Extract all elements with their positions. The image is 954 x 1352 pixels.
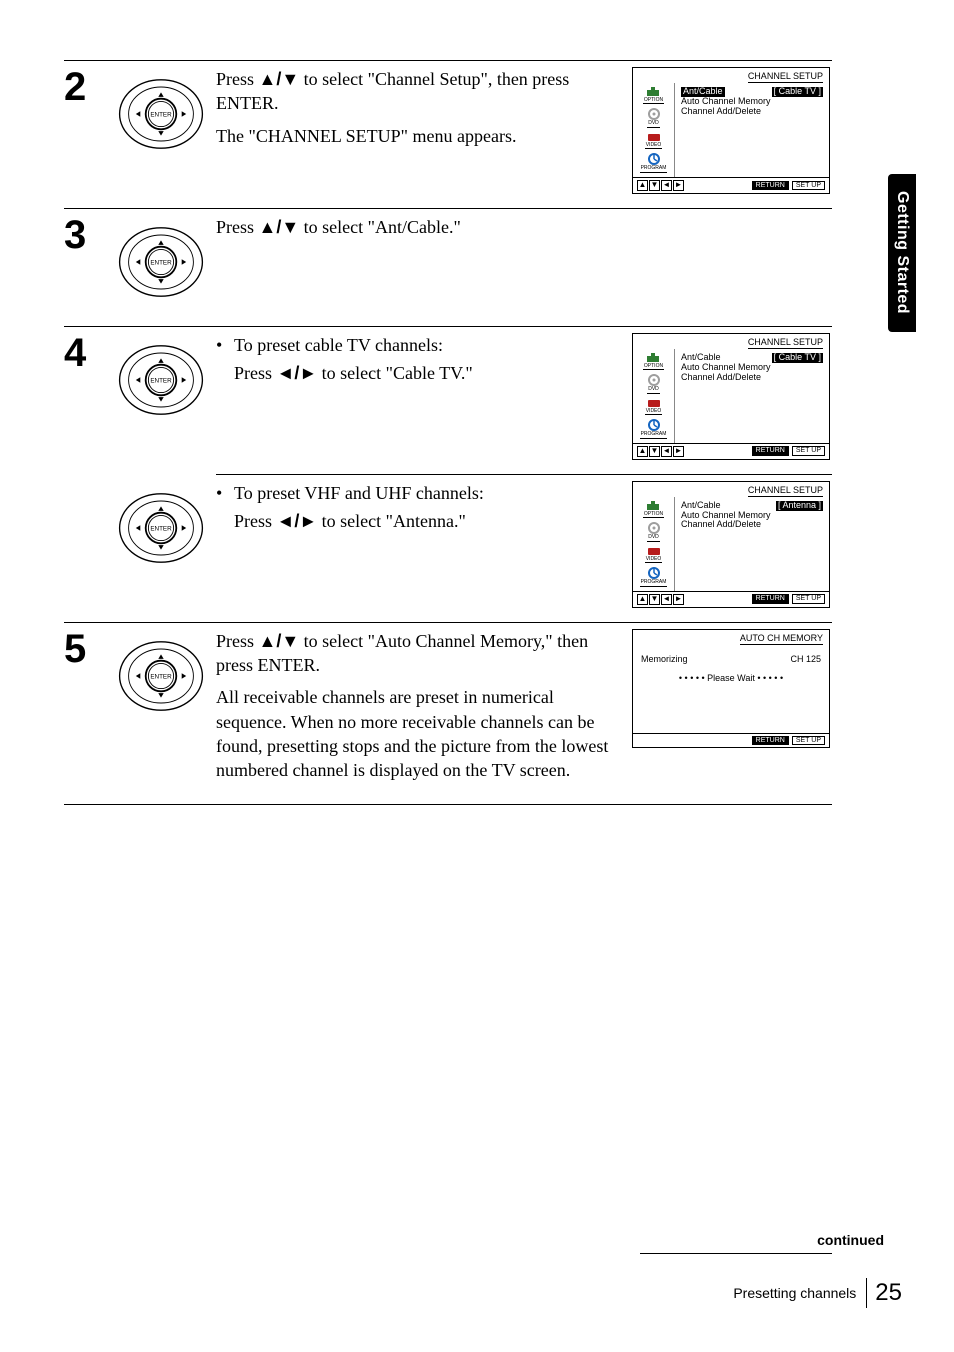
enter-button-icon: ENTER — [116, 335, 206, 425]
svg-text:ENTER: ENTER — [150, 260, 172, 267]
up-down-arrows: ▲/▼ — [259, 631, 300, 651]
remote-illustration: ENTER — [116, 333, 216, 430]
osd-sidebar-icons: OPTION DVD VIDEO PROGRAM — [633, 83, 675, 177]
arrow-keys-icon: ▲▼◄► — [637, 180, 684, 191]
osd-channel-setup-antenna: CHANNEL SETUP OPTION DVD VIDEO PROGRAM A… — [632, 481, 830, 608]
step-number: 2 — [64, 67, 116, 107]
divider — [64, 804, 832, 805]
continued-rule — [640, 1253, 832, 1254]
step-number: 3 — [64, 215, 116, 255]
svg-text:ENTER: ENTER — [150, 673, 172, 680]
up-down-arrows: ▲/▼ — [259, 217, 300, 237]
video-icon — [647, 132, 661, 142]
page-number: 25 — [875, 1279, 902, 1307]
page-content: 2 ENTER Press ▲/▼ to select "Channel Set… — [64, 60, 832, 805]
step-2: 2 ENTER Press ▲/▼ to select "Channel Set… — [64, 61, 832, 208]
up-down-arrows: ▲/▼ — [259, 69, 300, 89]
step-text: Press ▲/▼ to select "Auto Channel Memory… — [216, 629, 632, 791]
side-tab-getting-started: Getting Started — [888, 174, 916, 332]
remote-illustration: ENTER — [116, 67, 216, 164]
step-text: •To preset cable TV channels: Press ◄/► … — [216, 333, 632, 386]
dvd-icon — [647, 108, 661, 120]
svg-text:ENTER: ENTER — [150, 378, 172, 385]
step-text: Press ▲/▼ to select "Ant/Cable." — [216, 215, 632, 247]
step-4a: 4 ENTER •To preset cable TV channels: Pr… — [64, 327, 832, 474]
osd-channel-setup-cable-2: CHANNEL SETUP OPTION DVD VIDEO PROGRAM A… — [632, 333, 830, 460]
enter-button-icon: ENTER — [116, 631, 206, 721]
step-text: Press ▲/▼ to select "Channel Setup", the… — [216, 67, 632, 156]
page-footer: Presetting channels 25 — [733, 1278, 902, 1308]
step-number: 4 — [64, 333, 116, 373]
remote-illustration: ENTER — [116, 481, 216, 578]
footer-section: Presetting channels — [733, 1285, 866, 1301]
remote-illustration: ENTER — [116, 215, 216, 312]
step-3: 3 ENTER Press ▲/▼ to select "Ant/Cable." — [64, 209, 832, 326]
osd-channel-setup-cable: CHANNEL SETUP OPTION DVD VIDEO PROGRAM A… — [632, 67, 830, 194]
continued-label: continued — [817, 1232, 884, 1248]
step-text: •To preset VHF and UHF channels: Press ◄… — [216, 481, 632, 534]
osd-auto-ch-memory: AUTO CH MEMORY MemorizingCH 125 • • • • … — [632, 629, 830, 749]
option-icon — [646, 87, 660, 97]
svg-text:ENTER: ENTER — [150, 525, 172, 532]
remote-illustration: ENTER — [116, 629, 216, 726]
program-icon — [647, 153, 661, 165]
enter-button-icon: ENTER — [116, 483, 206, 573]
step-5: 5 ENTER Press ▲/▼ to select "Auto Channe… — [64, 623, 832, 805]
left-right-arrows: ◄/► — [277, 363, 318, 383]
left-right-arrows: ◄/► — [277, 511, 318, 531]
enter-button-icon: ENTER — [116, 217, 206, 307]
footer-divider — [866, 1278, 867, 1308]
enter-button-icon: ENTER — [116, 69, 206, 159]
step-4b: ENTER •To preset VHF and UHF channels: P… — [64, 475, 832, 622]
step-number: 5 — [64, 629, 116, 669]
enter-label: ENTER — [150, 112, 172, 119]
